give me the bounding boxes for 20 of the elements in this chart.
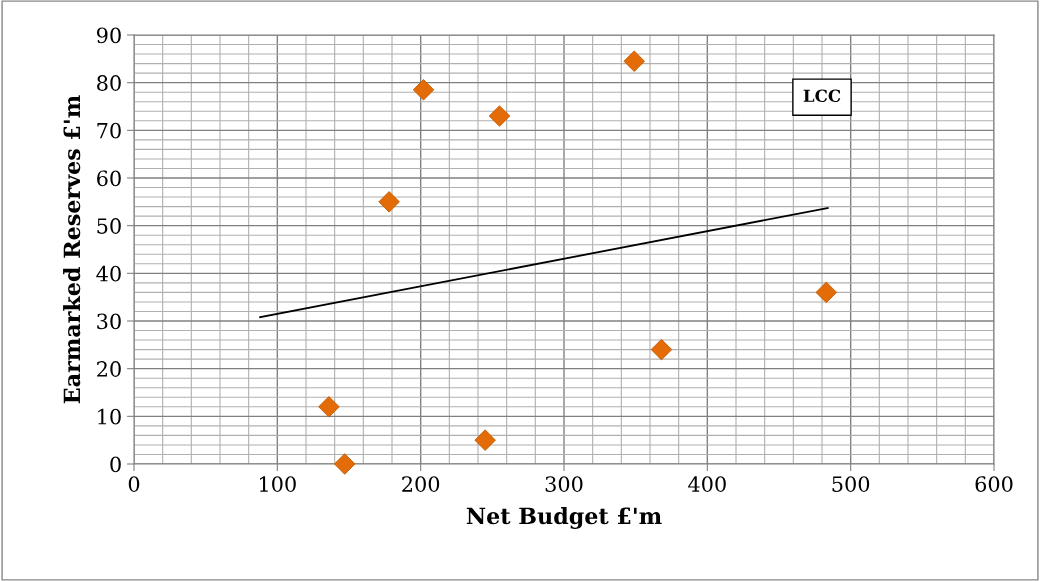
y-tick-label: 60: [97, 170, 121, 187]
x-tick-label: 0: [128, 476, 140, 492]
x-tick-label: 200: [402, 476, 440, 492]
y-tick-label: 30: [97, 313, 121, 330]
y-tick-label: 0: [110, 456, 121, 473]
y-tick-label: 10: [98, 408, 121, 425]
y-tick-label: 80: [97, 75, 121, 91]
y-tick-label: 70: [97, 122, 121, 139]
x-axis-title: Net Budget £'m: [466, 507, 662, 529]
x-tick-label: 300: [545, 476, 583, 492]
x-tick-label: 400: [688, 476, 726, 492]
y-axis-title: Earmarked Reserves £'m: [63, 95, 81, 404]
y-tick-label: 50: [97, 218, 121, 234]
y-tick-label: 40: [96, 265, 121, 282]
x-tick-label: 500: [832, 476, 870, 492]
annotation: LCC: [803, 89, 841, 103]
x-tick-label: 100: [259, 476, 296, 492]
y-tick-label: 90: [97, 27, 121, 44]
y-tick-label: 20: [97, 361, 121, 377]
x-tick-label: 600: [975, 476, 1013, 492]
